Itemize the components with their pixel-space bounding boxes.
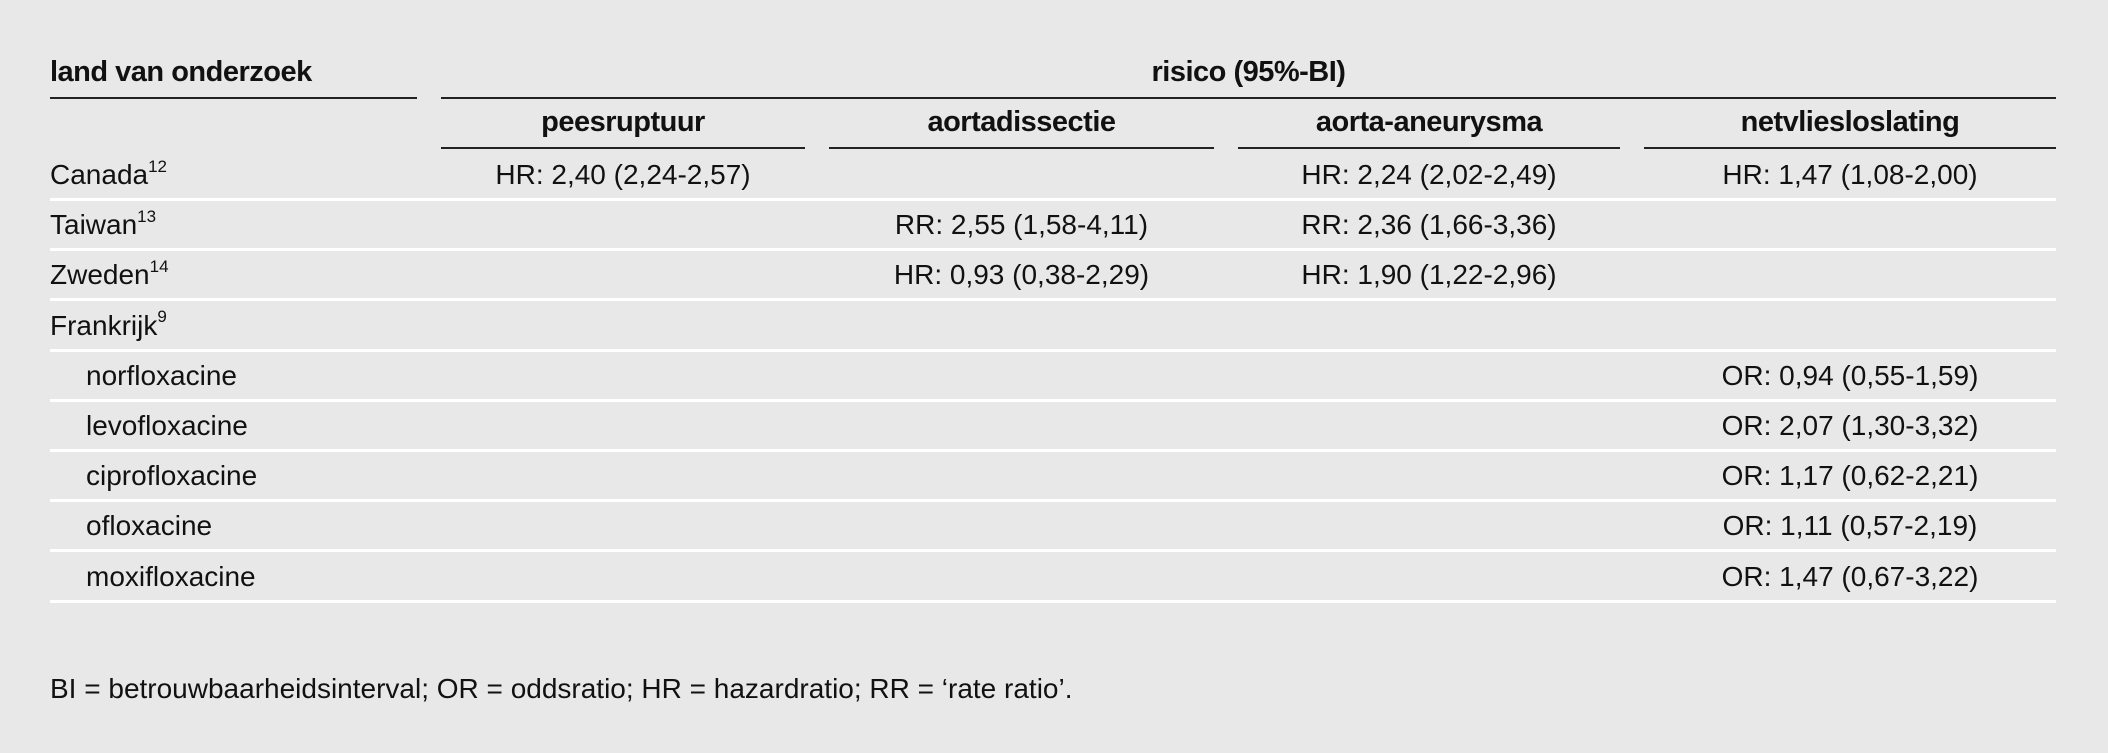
risk-value-cell: OR: 1,17 (0,62-2,21) xyxy=(1721,460,1979,492)
risk-value-cell: HR: 0,93 (0,38-2,29) xyxy=(893,259,1150,291)
risk-value-cell xyxy=(1238,502,1620,549)
column-header-aortadissectie: aortadissectie xyxy=(927,106,1116,138)
table-row: levofloxacine OR: 2,07 (1,30-3,32) xyxy=(50,402,2056,452)
subheader-rule xyxy=(441,147,805,149)
risk-group-header: risico (95%-BI) xyxy=(1151,56,1346,88)
risk-value-cell xyxy=(441,251,805,298)
risk-value-cell xyxy=(1238,352,1620,399)
risk-value-cell: HR: 1,47 (1,08-2,00) xyxy=(1722,159,1978,190)
header-rule-risk xyxy=(441,97,2056,99)
risk-value-cell xyxy=(829,452,1214,499)
row-label-text: moxifloxacine xyxy=(86,560,256,592)
risk-value-cell: OR: 0,94 (0,55-1,59) xyxy=(1721,359,1979,391)
table-row: moxifloxacine OR: 1,47 (0,67-3,22) xyxy=(50,553,2056,603)
risk-value-cell: HR: 1,90 (1,22-2,96) xyxy=(1301,259,1557,291)
risk-value-cell xyxy=(1644,251,2056,298)
risk-value-cell: OR: 2,07 (1,30-3,32) xyxy=(1721,410,1979,441)
risk-value-cell xyxy=(829,502,1214,549)
row-label-text: Taiwan xyxy=(50,209,138,241)
risk-value-cell: HR: 2,24 (2,02-2,49) xyxy=(1301,159,1557,190)
country-column-header: land van onderzoek xyxy=(50,56,312,88)
risk-value-cell xyxy=(441,201,805,248)
footnote: BI = betrouwbaarheidsinterval; OR = odds… xyxy=(50,673,1073,704)
row-label-text: Canada xyxy=(50,159,149,190)
row-label-text: ciprofloxacine xyxy=(86,460,258,492)
reference-number: 13 xyxy=(137,206,157,226)
risk-value-cell: HR: 2,40 (2,24-2,57) xyxy=(495,159,751,190)
risk-value-cell: RR: 2,55 (1,58-4,11) xyxy=(894,209,1149,241)
row-label: ofloxacine xyxy=(86,502,212,549)
risk-value-cell xyxy=(1238,402,1620,449)
risk-value-cell xyxy=(829,151,1214,198)
table-row: norfloxacine OR: 0,94 (0,55-1,59) xyxy=(50,352,2056,402)
risk-value-cell xyxy=(441,452,805,499)
subheader-rule xyxy=(829,147,1214,149)
row-label-text: levofloxacine xyxy=(86,410,248,441)
row-label: ciprofloxacine xyxy=(86,452,257,499)
row-label: Taiwan13 xyxy=(50,201,156,248)
risk-value-cell xyxy=(829,302,1214,349)
table-row: Canada12 HR: 2,40 (2,24-2,57) HR: 2,24 (2,… xyxy=(50,151,2056,201)
row-label-text: ofloxacine xyxy=(86,510,213,542)
risk-value-cell xyxy=(829,553,1214,600)
risk-value-cell xyxy=(1238,452,1620,499)
column-header-peesruptuur: peesruptuur xyxy=(541,106,705,138)
risk-value-cell xyxy=(1644,302,2056,349)
row-label: norfloxacine xyxy=(86,352,237,399)
risk-value-cell xyxy=(829,402,1214,449)
risk-value-cell: RR: 2,36 (1,66-3,36) xyxy=(1301,209,1557,241)
header-rule-country xyxy=(50,97,417,99)
table-row: ofloxacine OR: 1,11 (0,57-2,19) xyxy=(50,502,2056,553)
table-row: Frankrijk9 xyxy=(50,302,2056,352)
row-label-text: Frankrijk xyxy=(50,309,158,341)
risk-value-cell xyxy=(829,352,1214,399)
risk-value-cell: OR: 1,47 (0,67-3,22) xyxy=(1721,560,1979,592)
risk-value-cell xyxy=(1238,553,1620,600)
risk-value-cell xyxy=(441,402,805,449)
column-header-aorta-aneurysma: aorta-aneurysma xyxy=(1315,106,1543,138)
table-row: ciprofloxacine OR: 1,17 (0,62-2,21) xyxy=(50,452,2056,503)
table-row: Taiwan13 RR: 2,55 (1,58-4,11) RR: 2,36 (1,… xyxy=(50,201,2056,252)
subheader-rule xyxy=(1644,147,2056,149)
row-label: Canada12 xyxy=(50,151,167,198)
risk-value-cell xyxy=(441,302,805,349)
risk-value-cell: OR: 1,11 (0,57-2,19) xyxy=(1722,510,1978,542)
risk-value-cell xyxy=(1644,201,2056,248)
row-label-text: norfloxacine xyxy=(86,359,237,391)
risk-value-cell xyxy=(1238,302,1620,349)
row-label-text: Zweden xyxy=(50,259,150,291)
row-label: moxifloxacine xyxy=(86,553,256,600)
subheader-rule xyxy=(1238,147,1620,149)
risk-value-cell xyxy=(441,352,805,399)
row-label: levofloxacine xyxy=(86,402,248,449)
column-header-netvliesloslating: netvliesloslating xyxy=(1740,106,1960,138)
reference-number: 14 xyxy=(149,257,169,277)
risk-value-cell xyxy=(441,553,805,600)
reference-number: 12 xyxy=(148,156,168,176)
risk-value-cell xyxy=(441,502,805,549)
row-label: Zweden14 xyxy=(50,251,169,298)
row-label: Frankrijk9 xyxy=(50,302,167,349)
reference-number: 9 xyxy=(157,307,167,327)
table-row: Zweden14 HR: 0,93 (0,38-2,29) HR: 1,90 (1,… xyxy=(50,251,2056,302)
